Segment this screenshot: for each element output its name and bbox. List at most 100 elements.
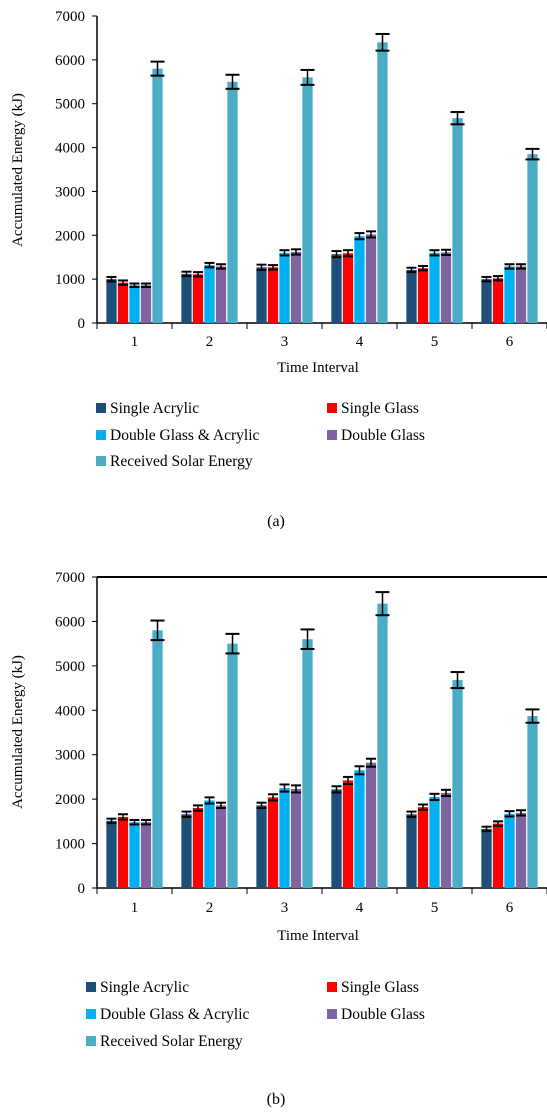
chart-b: 0 1000 2000 3000 4000 5000 6000 7000 1 2 3 4 5 6 Accum…	[10, 570, 547, 1108]
bar-single-acrylic-6	[481, 828, 492, 888]
y-tick-label: 5000	[55, 97, 85, 113]
y-tick-label: 0	[78, 881, 86, 897]
legend-entry-received-solar-energy: Received Solar Energy	[110, 453, 253, 470]
bar-double-glass-6	[515, 266, 527, 323]
bar-single-glass-3	[267, 267, 279, 323]
x-tick-label: 5	[431, 900, 439, 916]
legend-entry-double-glass: Double Glass	[341, 427, 425, 444]
bar-double-glass-acrylic-2	[204, 265, 215, 323]
bar-received-solar-energy-4	[377, 42, 388, 324]
x-tick-label: 1	[131, 334, 139, 350]
y-tick-label: 7000	[55, 9, 85, 25]
legend-entry-single-glass: Single Glass	[341, 400, 419, 417]
legend-entry-double-glass-acrylic: Double Glass & Acrylic	[110, 427, 259, 444]
x-tick-label: 5	[431, 334, 439, 350]
bar-single-glass-1	[117, 282, 129, 323]
y-tick-label: 0	[78, 316, 86, 332]
legend-swatch-double-glass-acrylic	[96, 430, 106, 440]
legend-swatch-single-glass	[327, 982, 337, 992]
bar-double-glass-3	[290, 788, 302, 888]
legend-swatch-received-solar-energy	[96, 456, 106, 466]
bar-single-acrylic-4	[331, 254, 342, 323]
legend-swatch-received-solar-energy	[86, 1036, 96, 1046]
bar-received-solar-energy-1	[152, 68, 163, 323]
bar-single-acrylic-4	[331, 789, 342, 888]
bar-single-glass-5	[417, 268, 429, 323]
bar-double-glass-2	[215, 805, 227, 888]
bar-received-solar-energy-1	[152, 630, 163, 888]
bar-single-acrylic-6	[481, 279, 492, 323]
y-tick-label: 4000	[55, 141, 85, 157]
y-axis-label: Accumulated Energy (kJ)	[10, 655, 26, 809]
bar-received-solar-energy-5	[452, 118, 463, 324]
legend-swatch-single-acrylic	[96, 403, 106, 413]
bar-single-acrylic-3	[256, 805, 267, 888]
bar-double-glass-acrylic-1	[129, 285, 140, 323]
bar-double-glass-acrylic-5	[429, 252, 440, 323]
legend-swatch-single-acrylic	[86, 982, 96, 992]
y-tick-label: 2000	[55, 792, 85, 808]
bar-double-glass-4	[365, 762, 377, 888]
x-tick-label: 6	[506, 900, 514, 916]
bar-single-glass-4	[342, 780, 354, 888]
bar-double-glass-3	[290, 251, 302, 323]
bar-single-glass-5	[417, 807, 429, 888]
x-tick-label: 2	[206, 334, 214, 350]
legend-swatch-double-glass	[327, 1009, 337, 1019]
bar-received-solar-energy-6	[527, 154, 538, 323]
y-tick-label: 1000	[55, 272, 85, 288]
bar-double-glass-acrylic-6	[504, 266, 515, 323]
legend-entry-single-acrylic: Single Acrylic	[100, 979, 189, 996]
bar-received-solar-energy-3	[302, 77, 313, 324]
x-tick-label: 4	[356, 900, 364, 916]
y-axis-label: Accumulated Energy (kJ)	[10, 93, 26, 247]
x-tick-label: 3	[281, 334, 289, 350]
bar-received-solar-energy-2	[227, 81, 238, 324]
x-axis-label: Time Interval	[277, 928, 359, 944]
bar-single-glass-4	[342, 253, 354, 323]
bar-double-glass-acrylic-3	[279, 252, 290, 323]
bar-double-glass-1	[140, 822, 152, 888]
bar-double-glass-acrylic-3	[279, 788, 290, 888]
bar-double-glass-acrylic-5	[429, 796, 440, 888]
legend-swatch-double-glass-acrylic	[86, 1009, 96, 1019]
legend-swatch-single-glass	[327, 403, 337, 413]
bar-received-solar-energy-2	[227, 643, 238, 888]
bar-double-glass-acrylic-6	[504, 813, 515, 888]
bar-double-glass-acrylic-4	[354, 770, 365, 888]
bar-received-solar-energy-4	[377, 603, 388, 888]
y-tick-label: 7000	[55, 570, 85, 586]
y-tick-label: 1000	[55, 837, 85, 853]
bar-single-acrylic-2	[181, 814, 192, 888]
bar-double-glass-5	[440, 252, 452, 323]
bar-single-acrylic-3	[256, 267, 267, 323]
x-tick-label: 2	[206, 900, 214, 916]
bar-single-glass-1	[117, 816, 129, 888]
bar-double-glass-acrylic-2	[204, 800, 215, 888]
bar-single-glass-6	[492, 278, 504, 323]
legend-entry-double-glass: Double Glass	[341, 1006, 425, 1023]
legend-entry-single-acrylic: Single Acrylic	[110, 400, 199, 417]
bar-double-glass-acrylic-1	[129, 822, 140, 888]
x-tick-label: 4	[356, 334, 364, 350]
y-tick-label: 5000	[55, 659, 85, 675]
figure-caption: (a)	[267, 513, 285, 530]
bar-double-glass-acrylic-4	[354, 236, 365, 323]
x-axis-label: Time Interval	[277, 360, 359, 376]
y-tick-label: 2000	[55, 228, 85, 244]
y-tick-label: 6000	[55, 614, 85, 630]
bar-single-glass-2	[192, 274, 204, 323]
bar-single-acrylic-5	[406, 269, 417, 323]
bar-double-glass-6	[515, 812, 527, 888]
legend-entry-received-solar-energy: Received Solar Energy	[100, 1033, 243, 1050]
bar-double-glass-1	[140, 285, 152, 323]
y-tick-label: 3000	[55, 184, 85, 200]
bar-single-acrylic-5	[406, 814, 417, 888]
figure-caption: (b)	[267, 1091, 286, 1108]
bar-single-glass-3	[267, 797, 279, 888]
x-tick-label: 1	[131, 900, 139, 916]
bar-double-glass-4	[365, 234, 377, 323]
bar-single-acrylic-1	[106, 820, 117, 888]
chart-a: 0 1000 2000 3000 4000 5000 6000 7000 1 2 3 4 5 6 Accum…	[10, 9, 547, 530]
